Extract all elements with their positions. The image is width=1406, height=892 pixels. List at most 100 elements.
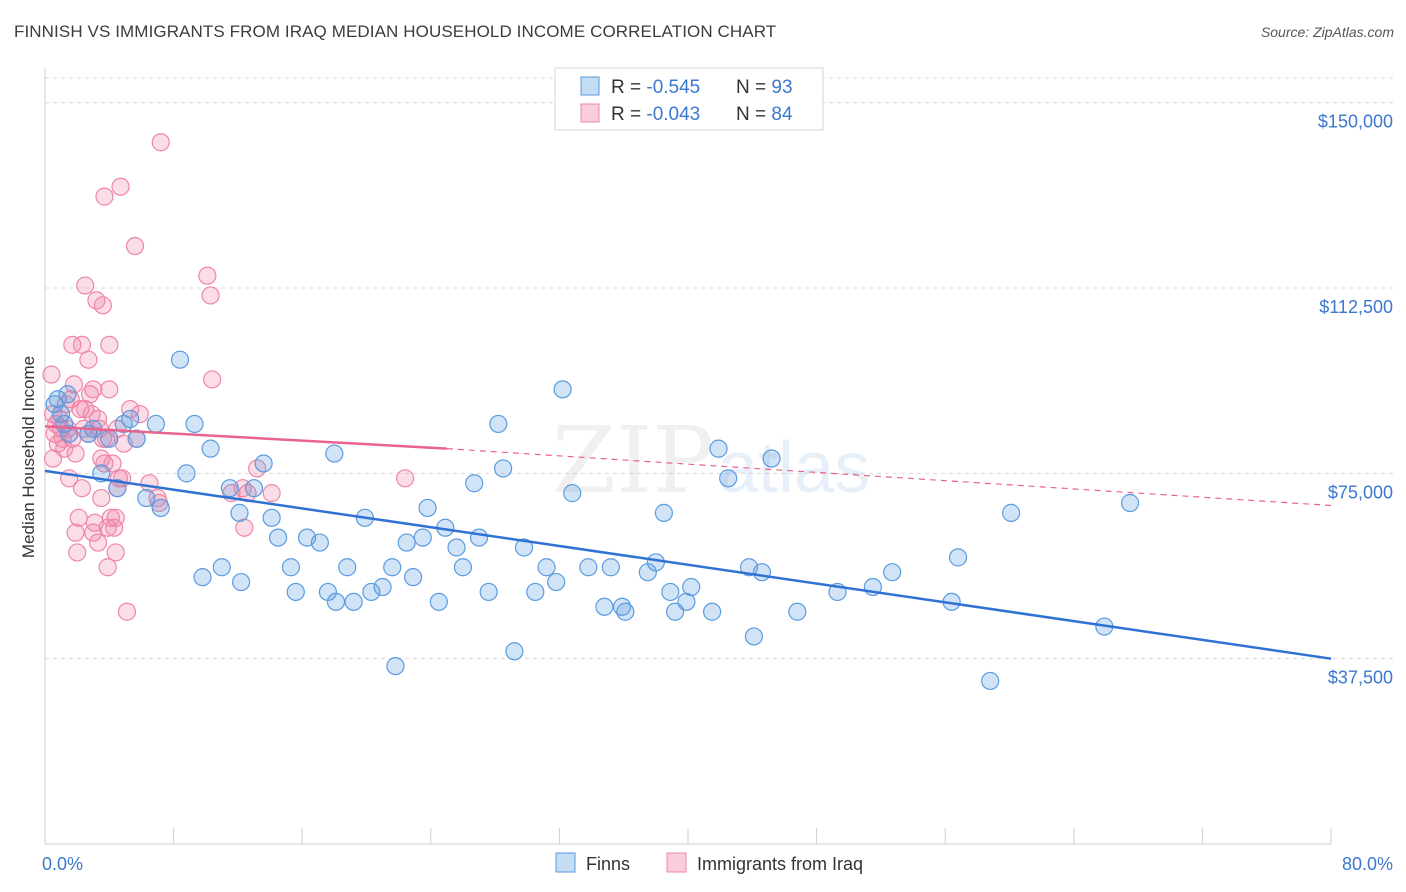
finns-point: [60, 424, 79, 443]
finns-point: [465, 474, 484, 493]
bottom-legend: Finns Immigrants from Iraq: [555, 852, 863, 874]
finns-point: [177, 464, 196, 483]
bottom-legend-iraq-label: Immigrants from Iraq: [697, 854, 863, 874]
finns-point: [526, 582, 545, 602]
iraq-point: [101, 508, 121, 527]
iraq-point: [63, 335, 82, 354]
iraq-point: [125, 236, 145, 256]
finns-point: [744, 627, 764, 646]
iraq-points: [42, 133, 415, 621]
x-max-label: 80.0%: [1342, 854, 1393, 874]
legend-iraq-r-label: R =: [611, 104, 646, 125]
iraq-point: [198, 266, 217, 285]
finns-point: [616, 602, 635, 621]
finns-point: [537, 558, 556, 577]
finns-point: [719, 469, 738, 488]
finns-point: [981, 671, 1000, 691]
finns-point: [752, 563, 772, 582]
finns-point: [268, 528, 288, 547]
finns-point: [547, 572, 566, 592]
iraq-point: [68, 543, 87, 562]
finns-point: [489, 414, 508, 434]
finns-point: [220, 479, 239, 498]
finns-point: [429, 592, 448, 611]
iraq-point: [79, 350, 98, 369]
legend-finns-n-label: N =: [736, 77, 771, 98]
finns-point: [386, 656, 405, 676]
iraq-trend-line: [44, 425, 447, 450]
watermark-atlas: atlas: [718, 428, 870, 508]
finns-point: [108, 479, 127, 498]
iraq-point: [262, 484, 281, 503]
legend-finns-r-label: R =: [611, 77, 646, 98]
finns-point: [1120, 493, 1140, 513]
finns-point: [418, 498, 437, 518]
bottom-legend-iraq-swatch: [666, 852, 687, 873]
finns-point: [397, 533, 416, 552]
iraq-point: [100, 335, 119, 354]
finns-points: [45, 350, 1140, 691]
finns-point: [1002, 503, 1021, 522]
finns-point: [232, 572, 251, 592]
top-legend: R = -0.545 N = 93 R = -0.043 N = 84: [554, 67, 824, 131]
finns-point: [193, 568, 212, 587]
finns-point: [646, 553, 665, 572]
finns-point: [262, 508, 281, 527]
finns-point: [170, 350, 190, 369]
iraq-point: [106, 543, 125, 562]
y-tick-label: $75,000: [1328, 482, 1393, 502]
finns-point: [48, 390, 67, 409]
finns-point: [185, 414, 204, 434]
finns-point: [254, 454, 273, 473]
iraq-point: [84, 380, 103, 399]
x-min-label: 0.0%: [42, 854, 83, 874]
finns-point: [344, 592, 363, 611]
iraq-point: [98, 558, 117, 577]
finns-point: [121, 409, 140, 429]
finns-point: [883, 563, 902, 582]
finns-point: [505, 642, 524, 661]
legend-iraq-n: 84: [771, 104, 793, 125]
iraq-point: [92, 449, 111, 468]
y-tick-label: $112,500: [1319, 297, 1393, 317]
iraq-point: [69, 508, 88, 527]
finns-point: [494, 459, 513, 478]
iraq-point: [93, 296, 112, 315]
finns-point: [563, 484, 582, 503]
iraq-point: [88, 533, 108, 552]
svg-text:N = 93: N = 93: [736, 77, 793, 98]
bottom-legend-finns-swatch: [555, 852, 576, 873]
y-tick-label: $37,500: [1328, 668, 1393, 688]
iraq-point: [106, 508, 125, 527]
legend-finns-swatch: [580, 76, 600, 96]
iraq-point: [76, 276, 95, 295]
legend-iraq-swatch: [580, 103, 600, 123]
legend-iraq-n-label: N =: [736, 104, 771, 125]
finns-point: [281, 558, 301, 577]
iraq-point: [117, 602, 137, 621]
iraq-point: [72, 479, 92, 498]
iraq-point: [42, 365, 61, 384]
finns-point: [58, 385, 77, 404]
finns-point: [948, 548, 968, 567]
finns-point: [137, 488, 156, 508]
finns-point: [151, 498, 170, 518]
finns-point: [762, 449, 781, 468]
iraq-point: [66, 523, 85, 542]
iraq-point: [395, 469, 415, 488]
finns-trend-line: [44, 469, 1332, 660]
iraq-point: [66, 444, 85, 463]
iraq-point: [92, 488, 111, 508]
finns-point: [709, 439, 728, 458]
finns-point: [682, 577, 701, 597]
finns-point: [201, 439, 220, 458]
finns-point: [788, 602, 807, 621]
trend-lines: [44, 425, 1332, 660]
finns-point: [413, 528, 432, 547]
finns-point: [45, 395, 64, 414]
iraq-point: [71, 400, 90, 419]
legend-finns-r: -0.545: [646, 77, 700, 98]
finns-point: [362, 582, 381, 602]
y-tick-label: $150,000: [1318, 112, 1393, 132]
